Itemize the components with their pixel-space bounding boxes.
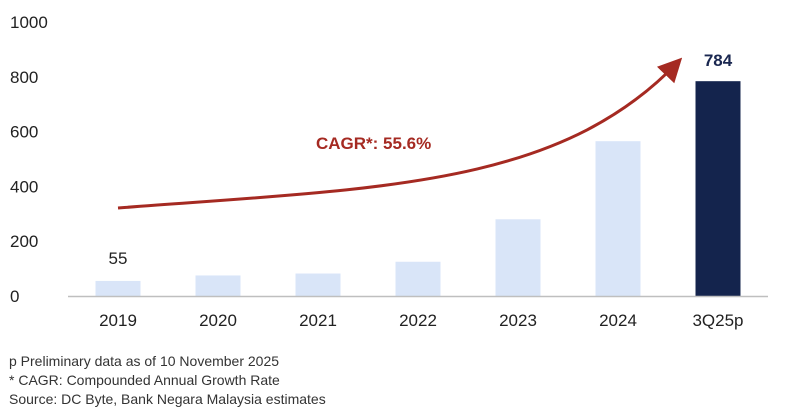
y-tick-label: 1000: [10, 13, 48, 32]
x-tick-label: 2021: [299, 311, 337, 330]
footnote-preliminary: p Preliminary data as of 10 November 202…: [9, 353, 280, 369]
bar-2019: [95, 280, 141, 296]
bar-2021: [295, 273, 341, 296]
bars: [95, 81, 741, 297]
footnote-source: Source: DC Byte, Bank Negara Malaysia es…: [9, 391, 326, 407]
footnotes: p Preliminary data as of 10 November 202…: [9, 352, 326, 409]
cagr-arrow: [117, 57, 683, 210]
bar-3Q25p: [695, 81, 741, 297]
data-label: 784: [704, 51, 733, 70]
y-tick-label: 800: [10, 68, 38, 87]
x-tick-label: 2024: [599, 311, 637, 330]
x-tick-label: 2022: [399, 311, 437, 330]
data-label: 55: [109, 249, 128, 268]
cagr-label: CAGR*: 55.6%: [316, 134, 431, 153]
y-tick-label: 600: [10, 123, 38, 142]
bar-2022: [395, 261, 441, 296]
x-tick-label: 2023: [499, 311, 537, 330]
footnote-cagr: * CAGR: Compounded Annual Growth Rate: [9, 372, 280, 388]
x-tick-label: 2019: [99, 311, 137, 330]
bar-2023: [495, 219, 541, 296]
x-tick-label: 2020: [199, 311, 237, 330]
y-tick-label: 0: [10, 287, 19, 306]
bar-2020: [195, 275, 241, 296]
x-tick-label: 3Q25p: [692, 311, 743, 330]
y-tick-label: 400: [10, 177, 38, 196]
y-tick-label: 200: [10, 232, 38, 251]
x-axis-ticks: 2019 2020 2021 2022 2023 2024 3Q25p: [99, 311, 743, 330]
y-axis-ticks: 0 200 400 600 800 1000: [10, 13, 48, 306]
data-labels: 55 784: [109, 51, 733, 268]
bar-2024: [595, 141, 641, 296]
